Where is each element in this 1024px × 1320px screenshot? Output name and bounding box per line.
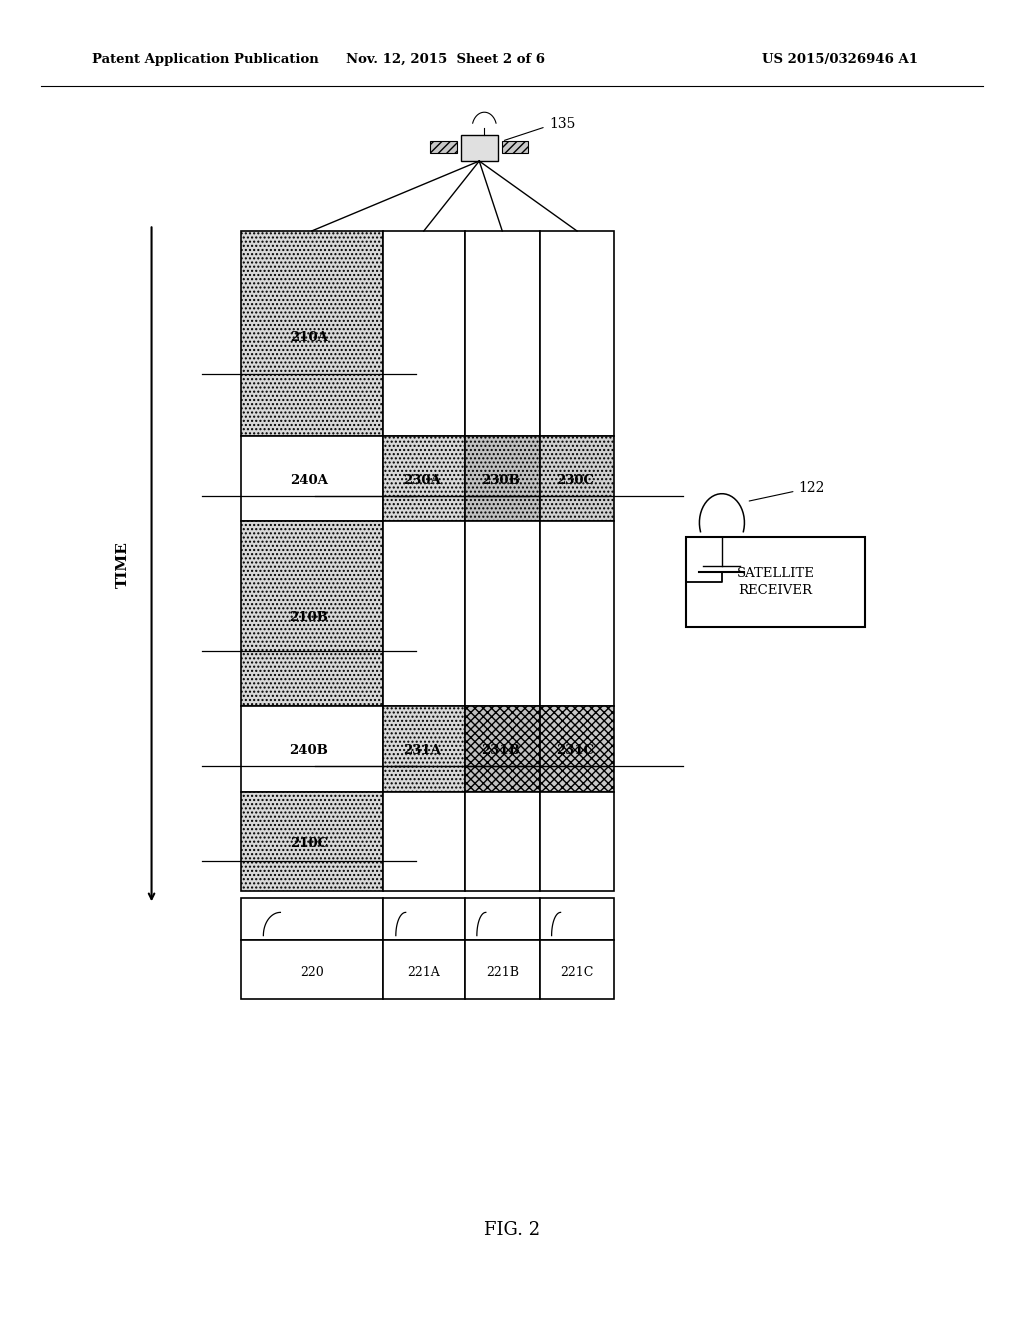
- Bar: [502, 141, 528, 153]
- Bar: [465, 898, 540, 940]
- Text: 210B: 210B: [290, 611, 329, 624]
- Text: TIME: TIME: [116, 541, 130, 587]
- Bar: [540, 436, 614, 521]
- Text: 230A: 230A: [403, 474, 441, 487]
- Bar: [241, 231, 383, 436]
- Bar: [540, 898, 614, 940]
- Bar: [465, 436, 540, 521]
- Text: FIG. 2: FIG. 2: [484, 1221, 540, 1239]
- Bar: [540, 940, 614, 999]
- Text: US 2015/0326946 A1: US 2015/0326946 A1: [762, 53, 918, 66]
- Text: 230C: 230C: [556, 474, 595, 487]
- Text: 221A: 221A: [408, 966, 440, 979]
- Bar: [383, 898, 465, 940]
- Text: 210C: 210C: [290, 837, 328, 850]
- Bar: [383, 940, 465, 999]
- Text: 230B: 230B: [481, 474, 520, 487]
- Bar: [383, 436, 465, 521]
- Text: Nov. 12, 2015  Sheet 2 of 6: Nov. 12, 2015 Sheet 2 of 6: [346, 53, 545, 66]
- Bar: [383, 521, 465, 706]
- Bar: [465, 706, 540, 792]
- Bar: [540, 521, 614, 706]
- Bar: [686, 537, 865, 627]
- Text: 231A: 231A: [403, 744, 441, 758]
- Bar: [241, 940, 383, 999]
- Bar: [540, 706, 614, 792]
- Bar: [465, 792, 540, 891]
- Bar: [465, 521, 540, 706]
- Text: 220: 220: [300, 966, 324, 979]
- Bar: [241, 706, 383, 792]
- Text: 135: 135: [549, 117, 575, 131]
- Bar: [430, 141, 457, 153]
- Bar: [461, 135, 498, 161]
- Bar: [241, 521, 383, 706]
- Text: SATELLITE
RECEIVER: SATELLITE RECEIVER: [736, 568, 815, 597]
- Bar: [241, 436, 383, 521]
- Text: 240A: 240A: [290, 474, 328, 487]
- Text: 240B: 240B: [290, 744, 329, 758]
- Text: 221C: 221C: [560, 966, 594, 979]
- Bar: [540, 792, 614, 891]
- Bar: [383, 231, 465, 436]
- Bar: [383, 706, 465, 792]
- Bar: [465, 940, 540, 999]
- Bar: [540, 231, 614, 436]
- Text: 231B: 231B: [481, 744, 520, 758]
- Bar: [241, 898, 383, 940]
- Text: Patent Application Publication: Patent Application Publication: [92, 53, 318, 66]
- Text: 210A: 210A: [290, 331, 328, 345]
- Text: 231C: 231C: [556, 744, 595, 758]
- Text: 221B: 221B: [485, 966, 519, 979]
- Bar: [465, 231, 540, 436]
- Text: 122: 122: [799, 482, 825, 495]
- Bar: [383, 792, 465, 891]
- Bar: [241, 792, 383, 891]
